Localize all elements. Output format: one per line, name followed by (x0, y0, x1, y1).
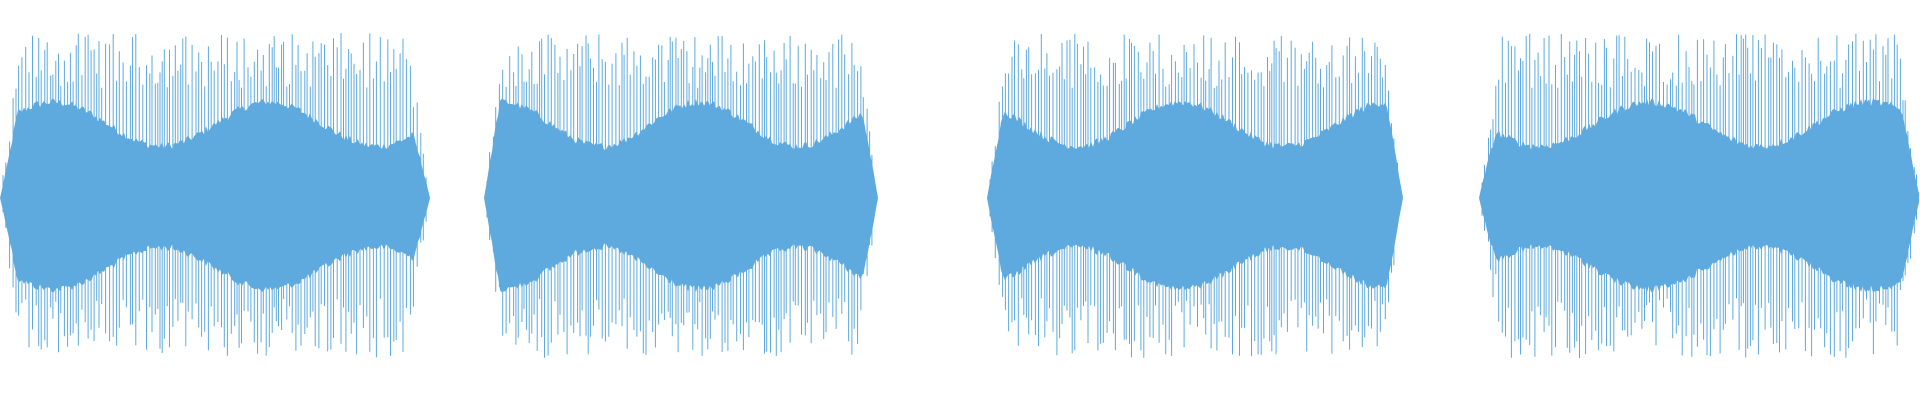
waveform-spikes (486, 34, 873, 358)
waveform-spikes (2, 33, 427, 358)
waveform-core (0, 98, 430, 293)
waveform-spikes (1481, 33, 1917, 358)
waveform-spikes (989, 33, 1398, 358)
waveform-clips (0, 33, 1919, 358)
